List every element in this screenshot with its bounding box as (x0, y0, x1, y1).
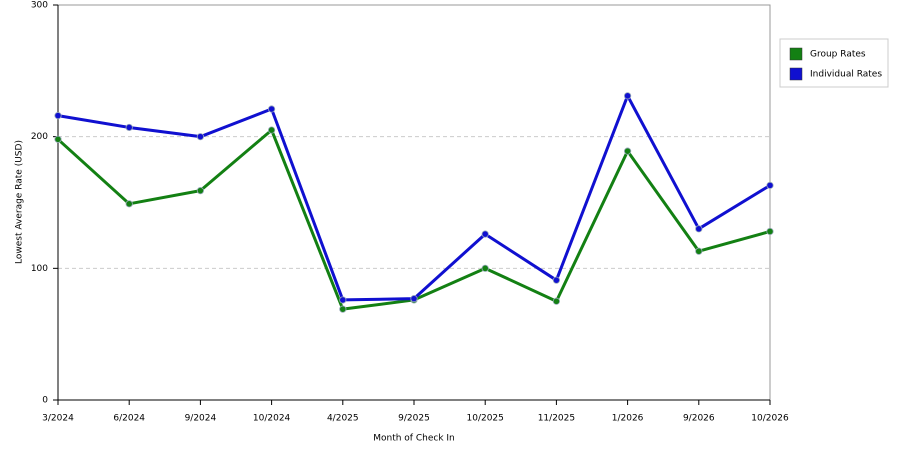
data-point (267, 126, 276, 134)
y-axis-label: Lowest Average Rate (USD) (15, 140, 25, 264)
data-point (267, 105, 276, 113)
legend-label: Group Rates (810, 50, 866, 60)
x-tick-label: 10/2024 (253, 414, 291, 424)
data-point (695, 225, 703, 233)
data-point (481, 230, 489, 238)
data-point (125, 123, 133, 132)
legend-swatch (789, 47, 803, 61)
data-point (339, 296, 347, 304)
data-point (54, 112, 62, 120)
x-tick-label: 9/2025 (398, 414, 430, 424)
data-point (695, 247, 703, 255)
data-point (766, 181, 774, 189)
data-point (125, 200, 133, 208)
x-tick-label: 6/2024 (113, 414, 145, 424)
legend-swatch (789, 67, 803, 81)
data-point (196, 187, 204, 195)
data-point (410, 295, 418, 303)
legend-label: Individual Rates (810, 70, 882, 80)
data-point (339, 305, 347, 313)
y-tick-label: 0 (42, 396, 48, 406)
x-tick-label: 3/2024 (42, 414, 74, 424)
data-point (766, 227, 774, 236)
y-tick-label: 300 (31, 1, 48, 11)
y-tick-label: 200 (31, 132, 48, 142)
x-tick-label: 11/2025 (538, 414, 575, 424)
data-point (552, 276, 561, 284)
data-point (552, 297, 561, 305)
x-tick-label: 4/2025 (327, 414, 359, 424)
x-tick-label: 1/2026 (612, 414, 644, 424)
data-point (196, 133, 204, 141)
x-axis-label: Month of Check In (373, 434, 455, 444)
plot-frame (58, 4, 771, 400)
y-tick-label: 100 (31, 264, 48, 274)
data-point (481, 264, 489, 272)
x-tick-label: 10/2026 (751, 414, 789, 424)
x-tick-label: 9/2026 (683, 414, 715, 424)
data-point (623, 147, 632, 155)
data-point (623, 92, 632, 100)
data-point (54, 135, 62, 143)
series-line (56, 128, 771, 311)
x-tick-label: 10/2025 (467, 414, 504, 424)
x-tick-label: 9/2024 (185, 414, 217, 424)
